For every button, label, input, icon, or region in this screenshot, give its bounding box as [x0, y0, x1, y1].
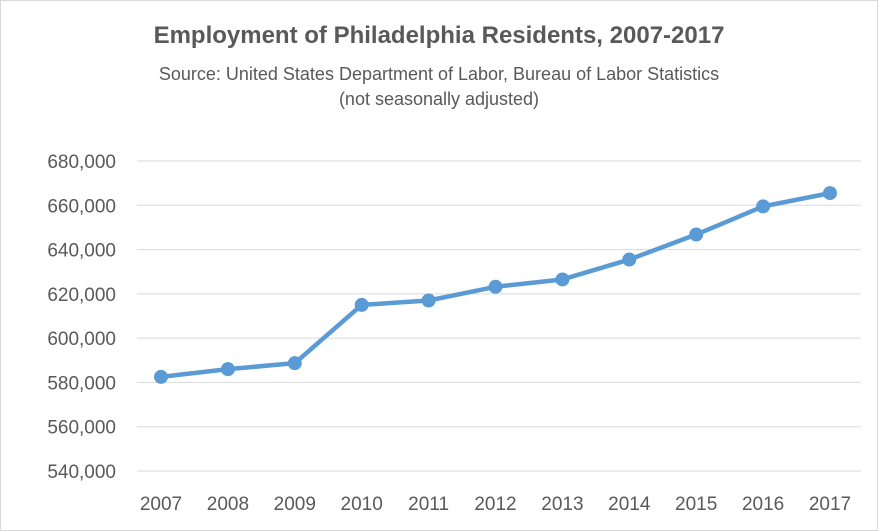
y-tick-label: 660,000 [47, 196, 116, 217]
data-point [421, 293, 436, 308]
x-tick-label: 2014 [608, 494, 651, 515]
x-tick-label: 2013 [541, 494, 583, 515]
y-tick-label: 600,000 [47, 329, 116, 350]
y-tick-label: 620,000 [47, 285, 116, 306]
data-point [756, 199, 771, 214]
gridlines [137, 160, 861, 472]
data-point [823, 186, 837, 201]
data-point [689, 227, 704, 242]
x-tick-label: 2016 [742, 494, 784, 515]
x-tick-label: 2008 [207, 494, 249, 515]
data-point [220, 362, 235, 377]
data-point [154, 369, 168, 384]
x-tick-label: 2009 [274, 494, 316, 515]
x-axis-tick-labels: 2007 2008 2009 2010 2011 2012 2013 2014 2015 2016… [140, 494, 851, 515]
x-tick-label: 2010 [341, 494, 383, 515]
y-tick-label: 560,000 [47, 418, 116, 439]
chart-subtitle-line-2: (not seasonally adjusted) [338, 89, 540, 109]
chart-title: Employment of Philadelphia Residents, 20… [153, 22, 725, 49]
chart-subtitle-line-1: Source: United States Department of Labo… [158, 64, 720, 84]
x-tick-label: 2011 [408, 494, 449, 515]
series-layer [154, 186, 837, 384]
y-tick-label: 540,000 [47, 462, 116, 483]
data-point [555, 272, 570, 287]
data-point [488, 279, 503, 294]
x-tick-label: 2012 [474, 494, 516, 515]
y-tick-label: 680,000 [47, 152, 116, 173]
data-point [287, 356, 302, 371]
y-tick-label: 580,000 [47, 373, 116, 394]
x-tick-label: 2015 [675, 494, 717, 515]
data-point [622, 252, 637, 267]
y-tick-label: 640,000 [47, 241, 116, 262]
chart-subtitle: Source: United States Department of Labo… [0, 62, 878, 112]
x-tick-label: 2007 [140, 494, 182, 515]
y-axis-tick-labels: 540,000 560,000 580,000 600,000 620,000 640,0… [47, 152, 116, 483]
x-tick-label: 2017 [809, 494, 851, 515]
data-point [354, 297, 369, 312]
